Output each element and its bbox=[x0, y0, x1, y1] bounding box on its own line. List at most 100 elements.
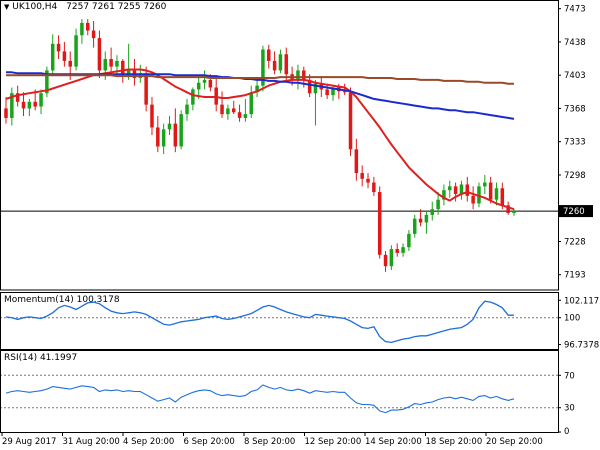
candle-body bbox=[10, 93, 14, 118]
rsi-tick-label: 30 bbox=[564, 404, 575, 414]
candle-body bbox=[483, 182, 487, 187]
candle-body bbox=[331, 87, 335, 96]
candle-body bbox=[80, 22, 84, 36]
price-tick-label: 7473 bbox=[564, 5, 586, 15]
candle-body bbox=[208, 79, 213, 88]
price-tick-label: 7193 bbox=[564, 271, 586, 281]
current-price-label: 7260 bbox=[563, 207, 585, 217]
candle-body bbox=[144, 73, 148, 105]
price-tick-label: 7333 bbox=[564, 138, 586, 148]
candle-body bbox=[424, 214, 429, 223]
candle-body bbox=[459, 184, 464, 194]
time-tick-label: 12 Sep 20:00 bbox=[305, 437, 362, 447]
candle-body bbox=[220, 104, 224, 115]
candle-body bbox=[68, 60, 72, 67]
price-tick-label: 7403 bbox=[564, 71, 586, 81]
candle-body bbox=[91, 30, 96, 39]
time-tick-label: 18 Sep 20:00 bbox=[426, 437, 483, 447]
candle-body bbox=[27, 101, 32, 109]
candle-body bbox=[85, 22, 90, 31]
candle-body bbox=[150, 104, 154, 128]
candle-body bbox=[272, 60, 277, 71]
candle-body bbox=[267, 49, 271, 61]
candle-body bbox=[39, 93, 43, 107]
candle-body bbox=[21, 101, 26, 109]
main-panel-frame bbox=[0, 0, 559, 291]
candle-body bbox=[360, 173, 364, 179]
candle-body bbox=[296, 70, 300, 80]
candle-body bbox=[372, 182, 376, 193]
main-chart-title: ▼ UK100,H4 7257 7261 7255 7260 bbox=[4, 2, 166, 12]
candle-body bbox=[302, 70, 306, 80]
candle-body bbox=[377, 192, 382, 255]
candle-body bbox=[488, 182, 493, 200]
candle-body bbox=[179, 114, 183, 147]
ma-fast-line bbox=[5, 68, 515, 211]
candle-body bbox=[407, 233, 411, 248]
candle-body bbox=[471, 195, 475, 204]
candle-body bbox=[354, 149, 359, 174]
candle-body bbox=[436, 199, 440, 210]
candle-body bbox=[121, 60, 125, 77]
rsi-panel: 70 30 0 bbox=[0, 371, 575, 437]
candle-body bbox=[389, 249, 394, 267]
candle-body bbox=[348, 92, 353, 150]
candle-body bbox=[109, 59, 113, 67]
candle-body bbox=[202, 79, 207, 83]
momentum-line bbox=[5, 300, 514, 344]
time-tick-label: 14 Sep 20:00 bbox=[365, 437, 422, 447]
ma-slow-line bbox=[6, 74, 514, 85]
candle-body bbox=[56, 43, 61, 52]
candle-body bbox=[500, 188, 505, 206]
candle-body bbox=[284, 54, 289, 75]
candle-body bbox=[231, 108, 236, 113]
ohlc-values: 7257 7261 7255 7260 bbox=[66, 2, 167, 12]
candle-body bbox=[226, 108, 230, 115]
candle-body bbox=[506, 205, 510, 213]
candle-body bbox=[255, 85, 259, 93]
candle-body bbox=[50, 43, 55, 71]
candle-body bbox=[103, 59, 108, 71]
candle-body bbox=[126, 68, 131, 77]
candle-body bbox=[249, 92, 253, 115]
candle-body bbox=[453, 186, 458, 194]
rsi-line bbox=[5, 384, 515, 414]
time-axis: 29 Aug 2017 31 Aug 20:00 4 Sep 20:00 6 Sep … bbox=[1, 433, 543, 447]
candle-body bbox=[261, 49, 265, 86]
candle-body bbox=[237, 112, 242, 118]
rsi-panel-frame bbox=[0, 350, 559, 433]
candle-body bbox=[448, 186, 452, 191]
candle-body bbox=[191, 89, 195, 105]
candle-body bbox=[161, 129, 166, 147]
candle-body bbox=[33, 101, 37, 107]
momentum-title: Momentum(14) 100.3178 bbox=[4, 295, 120, 305]
candle-body bbox=[401, 247, 405, 253]
candle-body bbox=[418, 218, 423, 223]
time-tick-label: 29 Aug 2017 bbox=[2, 437, 56, 447]
dropdown-triangle-icon[interactable]: ▼ bbox=[4, 3, 10, 11]
time-tick-label: 4 Sep 20:00 bbox=[123, 437, 174, 447]
candle-body bbox=[325, 89, 329, 96]
momentum-panel-frame bbox=[0, 292, 559, 350]
candle-body bbox=[313, 83, 318, 94]
candle-body bbox=[412, 218, 417, 234]
candle-body bbox=[243, 114, 248, 118]
candle-body bbox=[512, 211, 516, 213]
candle-body bbox=[442, 190, 446, 200]
candle-body bbox=[196, 82, 201, 90]
candle-body bbox=[4, 108, 8, 118]
current-price-badge bbox=[559, 205, 593, 218]
candle-body bbox=[45, 70, 49, 94]
chart-frames bbox=[0, 0, 559, 433]
candle-body bbox=[395, 249, 399, 253]
price-tick-label: 7228 bbox=[564, 237, 586, 247]
candle-body bbox=[430, 209, 435, 215]
candle-body bbox=[62, 51, 67, 61]
candle-body bbox=[383, 254, 388, 267]
price-tick-label: 7368 bbox=[564, 104, 586, 114]
candle-body bbox=[173, 123, 178, 147]
candle-body bbox=[74, 35, 78, 67]
candle-body bbox=[278, 54, 283, 71]
